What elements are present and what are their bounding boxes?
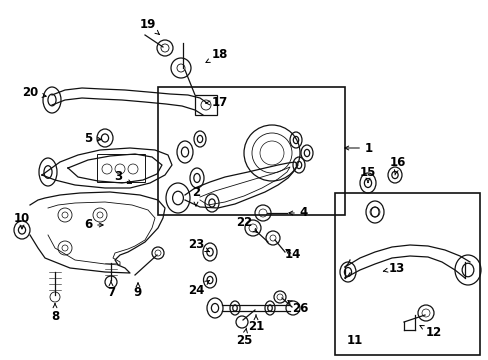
Bar [158,87,345,215]
Text: 15: 15 [359,166,375,183]
Text: 1: 1 [344,141,372,154]
Text: 11: 11 [346,333,363,346]
Text: 25: 25 [235,328,252,346]
Text: 3: 3 [114,171,131,184]
Text: 16: 16 [389,157,406,175]
Text: 22: 22 [235,216,257,233]
Text: 24: 24 [187,280,209,297]
Text: 9: 9 [134,283,142,300]
Text: 6: 6 [84,219,103,231]
Bar [97,154,145,182]
Text: 5: 5 [84,131,101,144]
Text: 20: 20 [22,86,46,99]
Text: 14: 14 [284,248,301,261]
Text: 21: 21 [247,315,264,333]
Text: 23: 23 [187,238,209,252]
Text: 26: 26 [287,301,307,315]
Text: 18: 18 [205,49,228,63]
Text: 12: 12 [419,325,441,339]
Bar [334,193,479,355]
Text: 2: 2 [192,186,200,206]
Text: 13: 13 [383,261,404,274]
Text: 4: 4 [288,207,307,220]
Text: 19: 19 [140,18,159,35]
Text: 8: 8 [51,303,59,323]
Text: 17: 17 [205,96,228,109]
Text: 10: 10 [14,211,30,229]
Text: 7: 7 [107,281,115,300]
Bar [195,95,217,115]
